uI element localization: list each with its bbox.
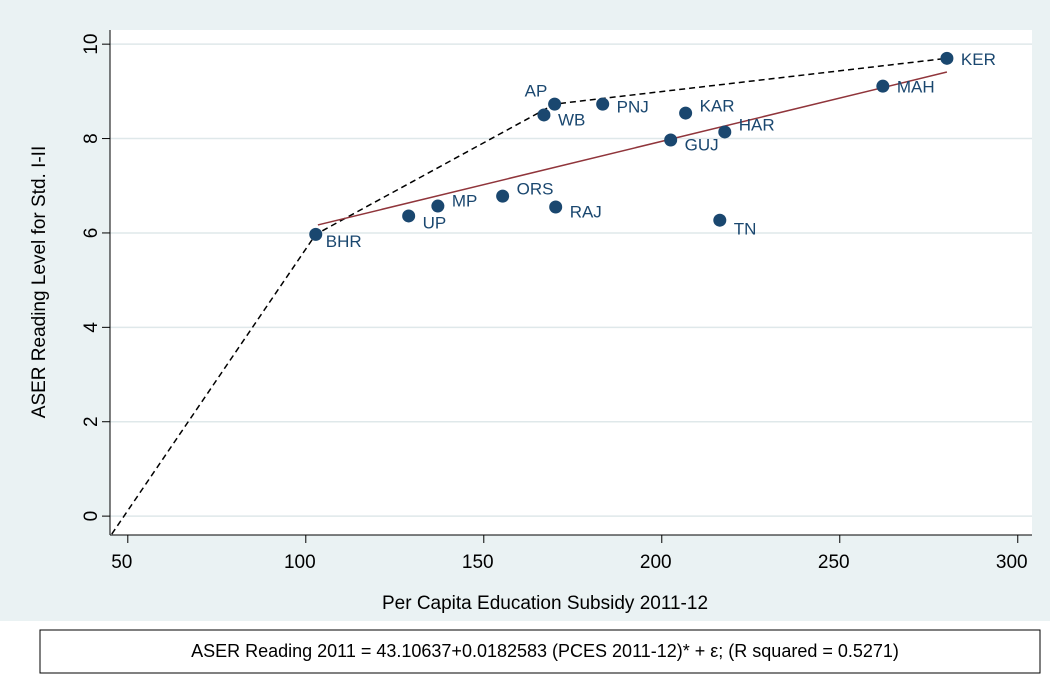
point <box>402 209 416 223</box>
point <box>537 108 551 122</box>
point-label: WB <box>558 110 585 129</box>
y-tick-label: 6 <box>81 228 102 239</box>
point <box>496 189 510 203</box>
x-tick-label: 300 <box>996 552 1028 573</box>
y-tick-label: 0 <box>81 511 102 522</box>
point-label: AP <box>525 82 548 101</box>
x-tick-label: 100 <box>284 552 316 573</box>
note: ASER Reading 2011 = 43.10637+0.0182583 (… <box>191 641 899 661</box>
point-label: RAJ <box>570 202 602 221</box>
point <box>876 79 890 93</box>
y-tick-label: 8 <box>81 133 102 144</box>
point <box>309 227 323 241</box>
x-tick-label: 200 <box>640 552 672 573</box>
point-label: TN <box>734 220 757 239</box>
fit-line <box>317 71 948 226</box>
point <box>549 200 563 214</box>
point <box>431 199 445 213</box>
y-tick-label: 10 <box>81 34 102 55</box>
y-tick-label: 4 <box>81 322 102 333</box>
point-label: KAR <box>700 97 735 116</box>
x-tick-label: 250 <box>818 552 850 573</box>
point-label: GUJ <box>685 135 719 154</box>
point-label: PNJ <box>617 98 649 117</box>
point <box>713 213 727 227</box>
point <box>596 97 610 111</box>
note-box <box>39 629 1041 674</box>
point <box>940 51 954 65</box>
point <box>718 125 732 139</box>
point-label: MAH <box>897 78 935 97</box>
x-axis-title: Per Capita Education Subsidy 2011-12 <box>382 593 708 614</box>
x-tick-label: 150 <box>462 552 494 573</box>
point-label: ORS <box>517 180 554 199</box>
point <box>664 133 678 147</box>
y-axis-title: ASER Reading Level for Std. I-II <box>29 146 50 418</box>
y-tick-label: 2 <box>81 416 102 427</box>
x-tick-label: 50 <box>111 552 132 573</box>
point-label: MP <box>452 192 478 211</box>
point <box>548 97 562 111</box>
point <box>679 106 693 120</box>
point-label: BHR <box>326 232 362 251</box>
plot-area <box>110 30 1032 535</box>
point-label: KER <box>961 50 996 69</box>
point-label: UP <box>423 213 447 232</box>
point-label: HAR <box>739 115 775 134</box>
